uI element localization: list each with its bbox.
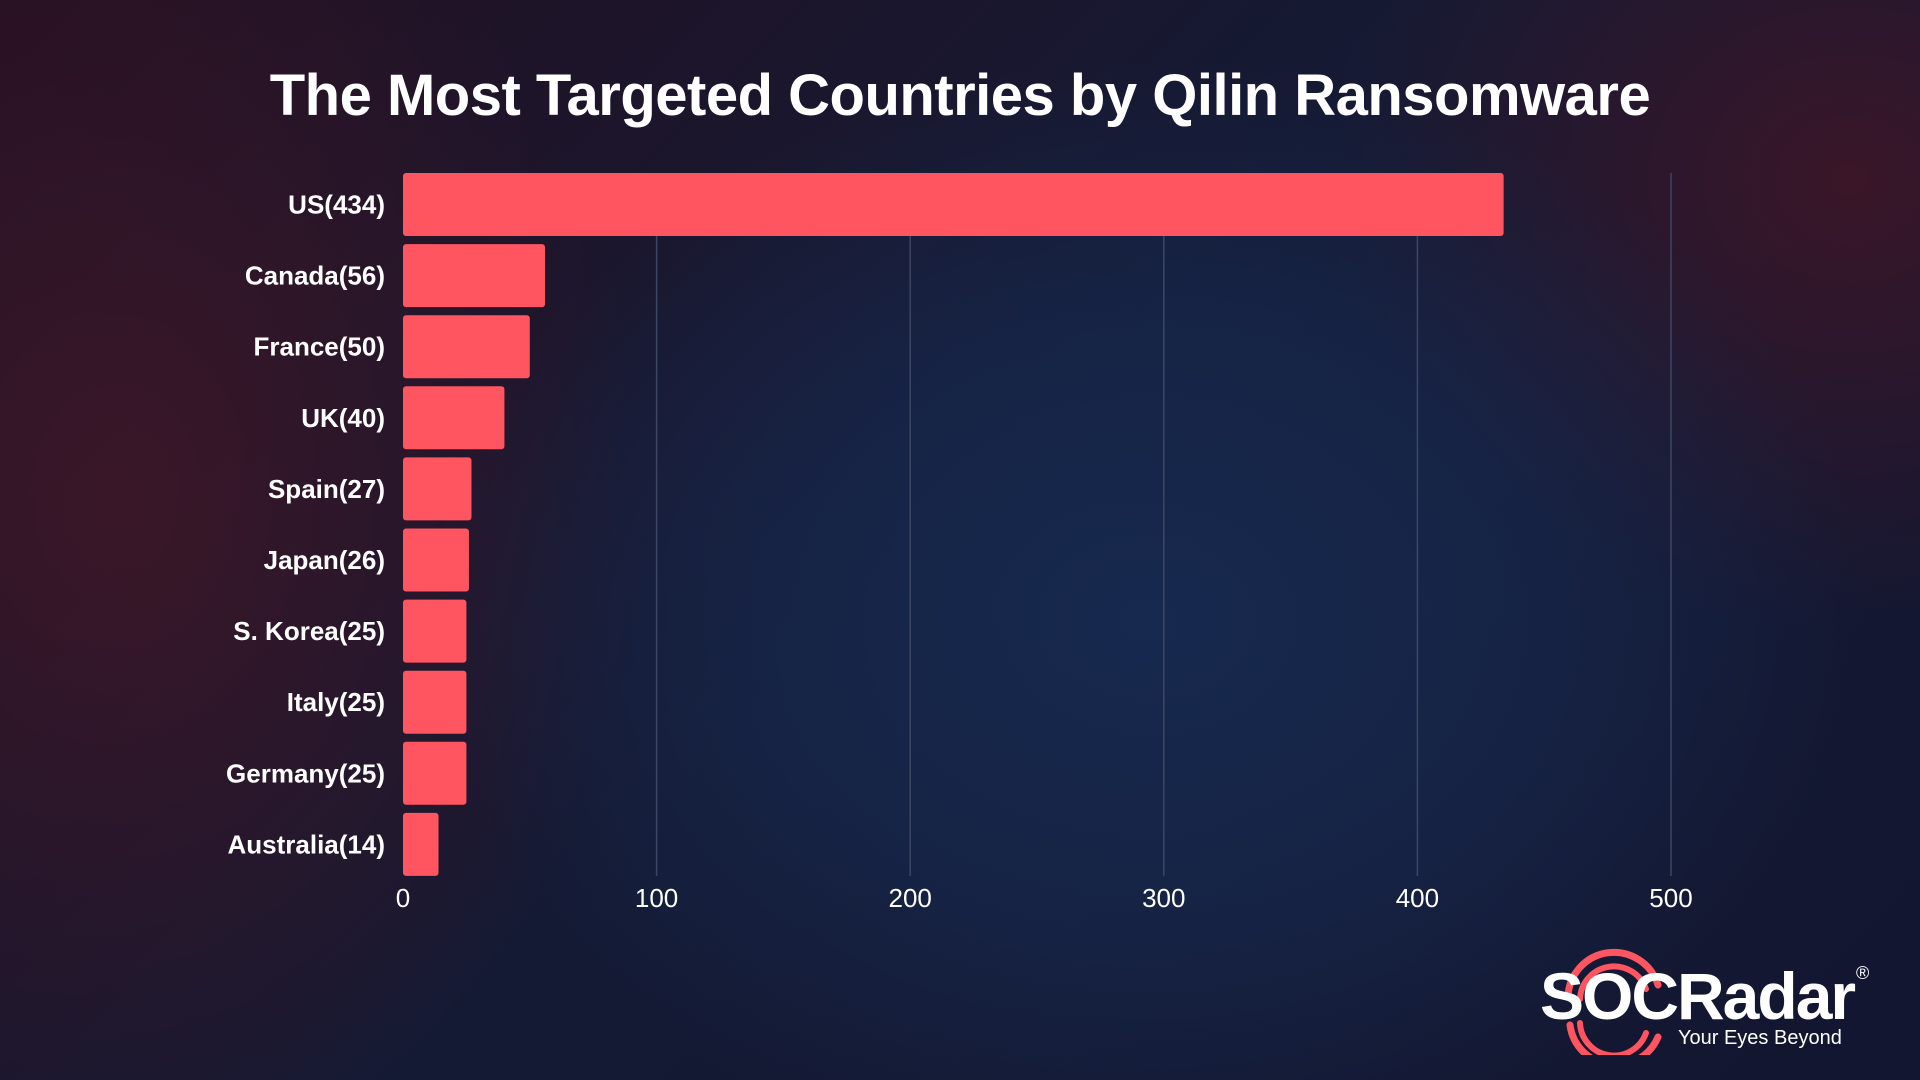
- x-axis-ticks: 0 100 200 300 400 500: [396, 883, 1693, 913]
- bar: [403, 386, 505, 450]
- grid-lines: [655, 173, 1672, 876]
- radar-waves-icon: [1564, 948, 1662, 1055]
- bar: [403, 173, 1504, 236]
- bar: [403, 457, 472, 521]
- category-label: UK(40): [301, 403, 385, 433]
- bar: [403, 599, 467, 663]
- category-label: Germany(25): [226, 758, 385, 788]
- category-label: Japan(26): [264, 545, 385, 575]
- bars: [403, 173, 1504, 876]
- bar: [403, 670, 467, 734]
- category-labels: US(434) Canada(56) France(50) UK(40) Spain(2…: [226, 190, 385, 860]
- bar: [403, 315, 530, 379]
- bar: [403, 528, 469, 592]
- socradar-logo: SOCRadar ® Your Eyes Beyond: [1540, 945, 1880, 1055]
- bar: [403, 741, 467, 805]
- brand-name: SOCRadar: [1540, 959, 1856, 1033]
- category-label: Italy(25): [287, 687, 385, 717]
- registered-mark: ®: [1856, 963, 1870, 983]
- chart-title: The Most Targeted Countries by Qilin Ran…: [269, 63, 1651, 128]
- x-tick-label: 300: [1142, 883, 1185, 913]
- x-tick-label: 100: [635, 883, 678, 913]
- category-label: S. Korea(25): [233, 616, 385, 646]
- x-tick-label: 400: [1396, 883, 1439, 913]
- category-label: US(434): [288, 190, 385, 220]
- x-tick-label: 200: [889, 883, 932, 913]
- category-label: Canada(56): [245, 261, 385, 291]
- bar: [403, 812, 439, 876]
- bar: [403, 244, 546, 308]
- brand-tagline: Your Eyes Beyond: [1678, 1027, 1842, 1049]
- category-label: Spain(27): [268, 474, 385, 504]
- category-label: Australia(14): [228, 829, 386, 859]
- x-tick-label: 0: [396, 883, 410, 913]
- category-label: France(50): [254, 332, 386, 362]
- x-tick-label: 500: [1649, 883, 1692, 913]
